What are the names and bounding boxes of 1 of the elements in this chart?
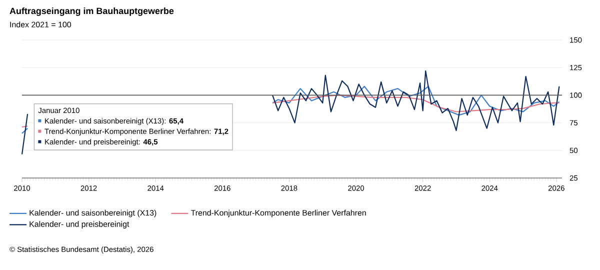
chart-title: Auftragseingang im Bauhauptgewerbe [10,8,174,16]
